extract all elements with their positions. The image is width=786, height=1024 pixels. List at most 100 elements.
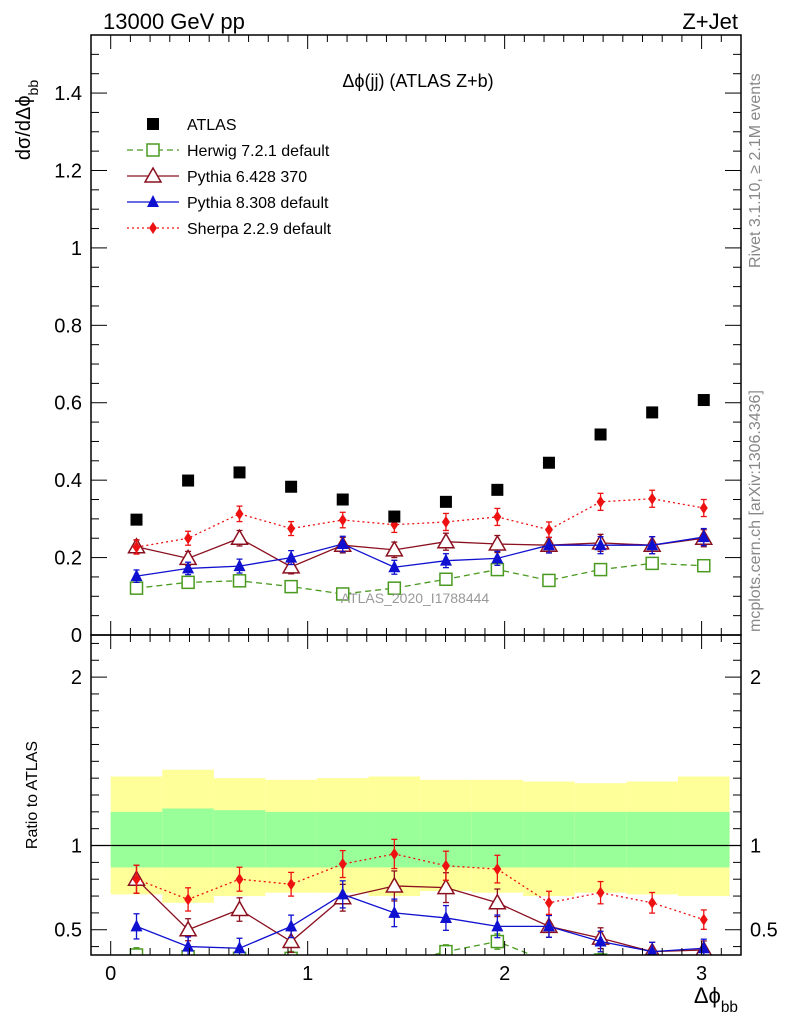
marker-diamond: [287, 878, 296, 891]
ratio-series-layer: [127, 838, 713, 955]
x-tick-label: 0: [105, 963, 116, 985]
marker-triangle: [491, 551, 504, 564]
marker-diamond: [184, 532, 193, 545]
ratio-bands-layer: [91, 769, 741, 903]
marker-triangle: [388, 905, 401, 918]
uncertainty-band-inner: [162, 808, 214, 868]
marker-triangle: [542, 919, 555, 932]
uncertainty-band-inner: [110, 811, 163, 868]
legend-item: Herwig 7.2.1 default: [127, 143, 330, 160]
chart-title: Δϕ(jj) (ATLAS Z+b): [342, 71, 493, 91]
ratio-y-tick-label: 0.5: [54, 920, 82, 942]
marker-open-triangle: [178, 920, 198, 937]
ratio-line: [136, 878, 704, 953]
y-axis-label: dσ/dΔϕbb: [13, 80, 41, 161]
series-line: [136, 498, 704, 548]
marker-triangle: [542, 538, 555, 551]
marker-triangle: [233, 559, 246, 572]
marker-diamond: [287, 522, 296, 535]
marker-triangle: [388, 560, 401, 573]
marker-triangle: [233, 941, 246, 954]
marker-triangle: [439, 553, 452, 566]
marker-open-triangle: [436, 878, 456, 895]
main-axes: 0 0.2 0.4 0.6 0.8 1 1.2 1.4: [54, 35, 741, 647]
marker-square: [388, 510, 401, 523]
y-tick-label: 0.6: [54, 393, 82, 415]
marker-diamond: [544, 523, 553, 536]
series-line: [136, 562, 704, 595]
marker-square: [439, 495, 452, 508]
marker-open-square: [645, 953, 659, 955]
x-axis-label: Δϕbb: [694, 983, 738, 1016]
y-tick-label: 0.2: [54, 548, 82, 570]
marker-open-square: [645, 556, 659, 571]
series-line: [136, 537, 704, 568]
ratio-line: [136, 893, 704, 953]
marker-triangle: [182, 561, 195, 574]
ratio-y-tick-label-right: 0.5: [750, 920, 778, 942]
marker-open-square: [439, 572, 453, 587]
marker-open-triangle: [385, 876, 404, 893]
marker-square: [697, 394, 710, 407]
marker-diamond: [596, 886, 605, 899]
uncertainty-band-inner: [677, 811, 730, 868]
marker-open-square: [284, 579, 298, 594]
series-pythia-8-308-default: [130, 527, 710, 584]
marker-triangle: [147, 195, 159, 207]
marker-open-square: [335, 587, 350, 601]
marker-diamond: [596, 495, 605, 508]
marker-open-triangle: [385, 540, 404, 557]
marker-square: [542, 456, 555, 469]
uncertainty-band-inner: [265, 811, 317, 868]
marker-triangle: [594, 538, 607, 551]
marker-diamond: [699, 502, 708, 515]
legend-label: Sherpa 2.2.9 default: [187, 221, 332, 238]
marker-diamond: [648, 896, 657, 909]
marker-open-square: [593, 953, 608, 955]
marker-open-square: [387, 581, 402, 595]
y-tick-label: 0.4: [54, 470, 82, 492]
marker-open-square: [542, 954, 556, 955]
main-panel: ATLAS_2020_I1788444 Δϕ(jj) (ATLAS Z+b) A…: [13, 34, 742, 647]
y-tick-label: 1: [71, 238, 82, 260]
marker-open-square: [181, 575, 195, 590]
marker-open-triangle: [488, 893, 507, 910]
rivet-label: Rivet 3.1.10, ≥ 2.1M events: [747, 73, 764, 268]
marker-diamond: [441, 859, 450, 872]
watermark: ATLAS_2020_I1788444: [341, 590, 490, 606]
marker-open-triangle: [488, 534, 507, 551]
marker-diamond: [493, 510, 502, 523]
ratio-axes: 0 1 2 3 0.5 0.5 1 1 2 2: [54, 635, 778, 985]
marker-triangle: [439, 910, 452, 923]
series-line: [136, 536, 704, 577]
marker-triangle: [646, 944, 658, 955]
legend-item: Sherpa 2.2.9 default: [127, 221, 332, 238]
ratio-panel: 0 1 2 3 0.5 0.5 1 1 2 2 Ratio to ATLAS: [24, 634, 778, 985]
uncertainty-band-inner: [626, 811, 678, 868]
marker-triangle: [697, 530, 710, 543]
marker-square: [182, 474, 195, 487]
ratio-y-tick-label: 2: [71, 667, 82, 689]
marker-square: [285, 480, 298, 493]
x-tick-label: 3: [696, 963, 707, 985]
marker-triangle: [130, 569, 143, 582]
marker-triangle: [594, 934, 607, 947]
marker-diamond: [235, 873, 244, 886]
marker-open-triangle: [143, 166, 163, 183]
main-series-layer: [127, 394, 714, 601]
uncertainty-band-inner: [523, 811, 575, 868]
marker-diamond: [132, 541, 141, 554]
y-tick-label: 0: [71, 625, 82, 647]
marker-diamond: [648, 492, 657, 505]
marker-square: [130, 513, 143, 526]
marker-open-square: [542, 573, 556, 588]
ratio-series-pythia-8-308-default: [130, 880, 710, 955]
marker-open-triangle: [281, 557, 301, 574]
marker-open-triangle: [230, 900, 249, 917]
ratio-line: [136, 853, 704, 921]
x-tick-label: 2: [499, 963, 510, 985]
marker-square: [336, 493, 349, 506]
uncertainty-band-inner: [213, 810, 266, 868]
marker-triangle: [285, 919, 298, 932]
